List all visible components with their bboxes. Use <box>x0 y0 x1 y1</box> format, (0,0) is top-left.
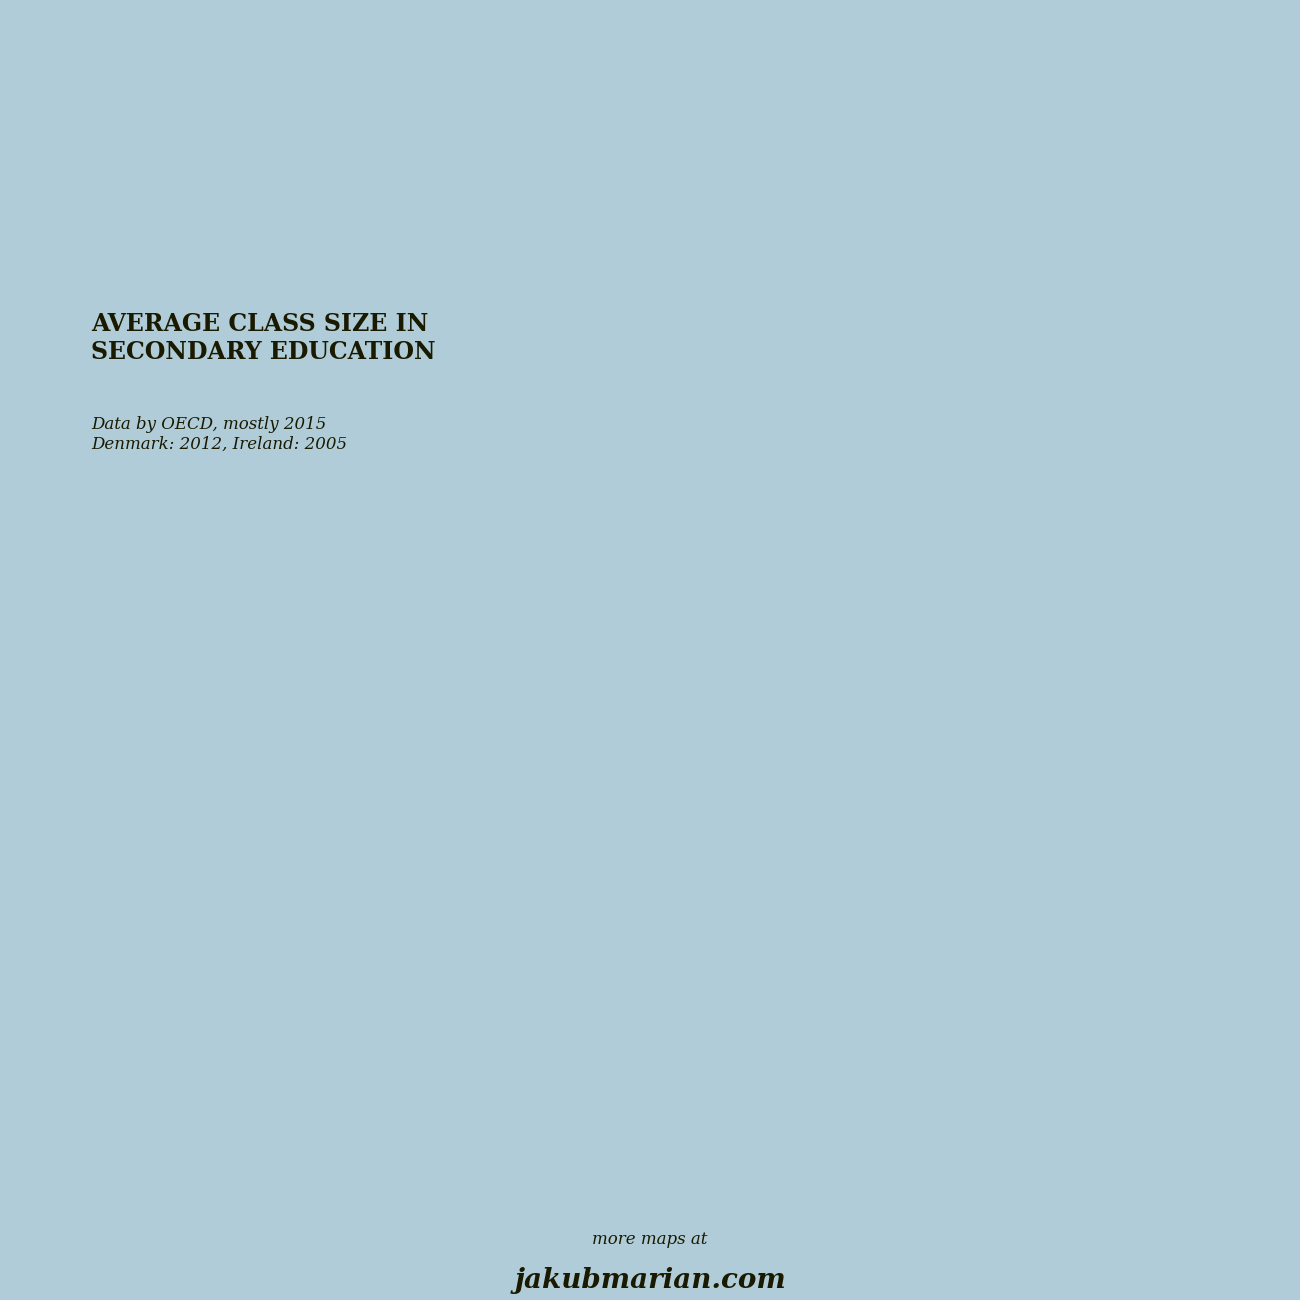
Text: more maps at: more maps at <box>593 1231 707 1248</box>
Text: Data by OECD, mostly 2015
Denmark: 2012, Ireland: 2005: Data by OECD, mostly 2015 Denmark: 2012,… <box>91 416 347 452</box>
Text: AVERAGE CLASS SIZE IN
SECONDARY EDUCATION: AVERAGE CLASS SIZE IN SECONDARY EDUCATIO… <box>91 312 436 364</box>
Text: jakubmarian.com: jakubmarian.com <box>514 1266 786 1294</box>
